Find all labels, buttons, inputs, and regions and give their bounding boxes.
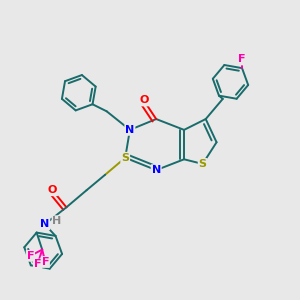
Text: H: H [52, 216, 62, 226]
Text: O: O [139, 95, 148, 106]
Text: N: N [152, 165, 161, 175]
Text: N: N [125, 125, 134, 135]
Text: F: F [34, 260, 41, 269]
Text: F: F [238, 55, 246, 64]
Text: F: F [27, 251, 34, 261]
Text: S: S [199, 159, 207, 169]
Text: O: O [48, 185, 57, 195]
Text: N: N [40, 219, 50, 229]
Text: F: F [41, 257, 49, 267]
Text: S: S [121, 153, 129, 163]
